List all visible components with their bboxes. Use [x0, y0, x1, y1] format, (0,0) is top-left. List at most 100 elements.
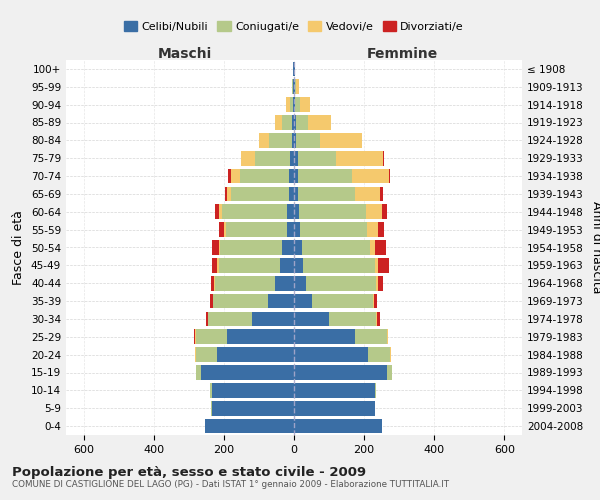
Bar: [295, 98, 299, 112]
Bar: [269, 133, 292, 148]
Bar: [355, 186, 380, 201]
Bar: [377, 312, 380, 326]
Bar: [275, 276, 294, 290]
Bar: [208, 312, 252, 326]
Legend: Celibi/Nubili, Coniugati/e, Vedovi/e, Divorziati/e: Celibi/Nubili, Coniugati/e, Vedovi/e, Di…: [119, 17, 469, 36]
Bar: [218, 258, 280, 272]
Bar: [214, 294, 268, 308]
Bar: [224, 222, 226, 237]
Bar: [376, 276, 378, 290]
Bar: [298, 151, 336, 166]
Bar: [302, 240, 370, 255]
Bar: [294, 294, 311, 308]
Text: COMUNE DI CASTIGLIONE DEL LAGO (PG) - Dati ISTAT 1° gennaio 2009 - Elaborazione : COMUNE DI CASTIGLIONE DEL LAGO (PG) - Da…: [12, 480, 449, 489]
Bar: [212, 294, 214, 308]
Bar: [294, 365, 387, 380]
Bar: [320, 133, 362, 148]
Bar: [206, 312, 208, 326]
Bar: [380, 186, 383, 201]
Bar: [231, 168, 239, 184]
Bar: [282, 115, 292, 130]
Bar: [294, 133, 296, 148]
Bar: [211, 401, 212, 415]
Bar: [294, 80, 295, 94]
Bar: [210, 383, 212, 398]
Bar: [294, 330, 355, 344]
Bar: [196, 365, 201, 380]
Bar: [239, 168, 289, 184]
Bar: [294, 222, 301, 237]
Text: Femmine: Femmine: [367, 47, 439, 61]
Bar: [222, 204, 287, 219]
Bar: [301, 222, 367, 237]
Bar: [231, 186, 289, 201]
Bar: [299, 204, 366, 219]
Bar: [374, 258, 378, 272]
Bar: [292, 80, 293, 94]
Bar: [374, 401, 376, 415]
Bar: [389, 168, 391, 184]
Bar: [366, 204, 382, 219]
Bar: [201, 365, 294, 380]
Bar: [294, 186, 298, 201]
Bar: [311, 294, 373, 308]
Bar: [289, 168, 294, 184]
Bar: [296, 133, 320, 148]
Bar: [217, 348, 294, 362]
Bar: [217, 258, 218, 272]
Bar: [220, 240, 282, 255]
Bar: [195, 330, 196, 344]
Bar: [289, 186, 294, 201]
Bar: [290, 98, 293, 112]
Bar: [219, 204, 222, 219]
Bar: [294, 383, 374, 398]
Bar: [294, 258, 303, 272]
Bar: [373, 294, 374, 308]
Text: Maschi: Maschi: [158, 47, 212, 61]
Bar: [211, 276, 214, 290]
Bar: [293, 80, 294, 94]
Bar: [303, 258, 374, 272]
Bar: [295, 80, 296, 94]
Bar: [355, 330, 387, 344]
Bar: [294, 62, 295, 76]
Bar: [368, 348, 391, 362]
Bar: [306, 276, 376, 290]
Bar: [224, 186, 227, 201]
Bar: [296, 80, 299, 94]
Bar: [226, 222, 287, 237]
Bar: [215, 276, 275, 290]
Bar: [387, 330, 388, 344]
Bar: [298, 168, 352, 184]
Bar: [370, 240, 376, 255]
Bar: [195, 348, 196, 362]
Bar: [376, 312, 377, 326]
Bar: [227, 186, 231, 201]
Bar: [292, 133, 294, 148]
Bar: [218, 222, 224, 237]
Bar: [296, 115, 308, 130]
Bar: [256, 151, 290, 166]
Bar: [383, 151, 384, 166]
Bar: [294, 348, 368, 362]
Bar: [294, 115, 296, 130]
Bar: [194, 330, 195, 344]
Bar: [210, 294, 212, 308]
Bar: [282, 240, 294, 255]
Bar: [294, 204, 299, 219]
Bar: [376, 240, 386, 255]
Bar: [378, 222, 385, 237]
Bar: [352, 168, 389, 184]
Bar: [294, 98, 295, 112]
Bar: [287, 204, 294, 219]
Bar: [196, 330, 227, 344]
Bar: [196, 348, 217, 362]
Bar: [228, 168, 231, 184]
Bar: [367, 222, 378, 237]
Bar: [382, 204, 387, 219]
Bar: [336, 151, 383, 166]
Bar: [294, 419, 382, 434]
Bar: [294, 312, 329, 326]
Bar: [268, 294, 294, 308]
Bar: [275, 115, 282, 130]
